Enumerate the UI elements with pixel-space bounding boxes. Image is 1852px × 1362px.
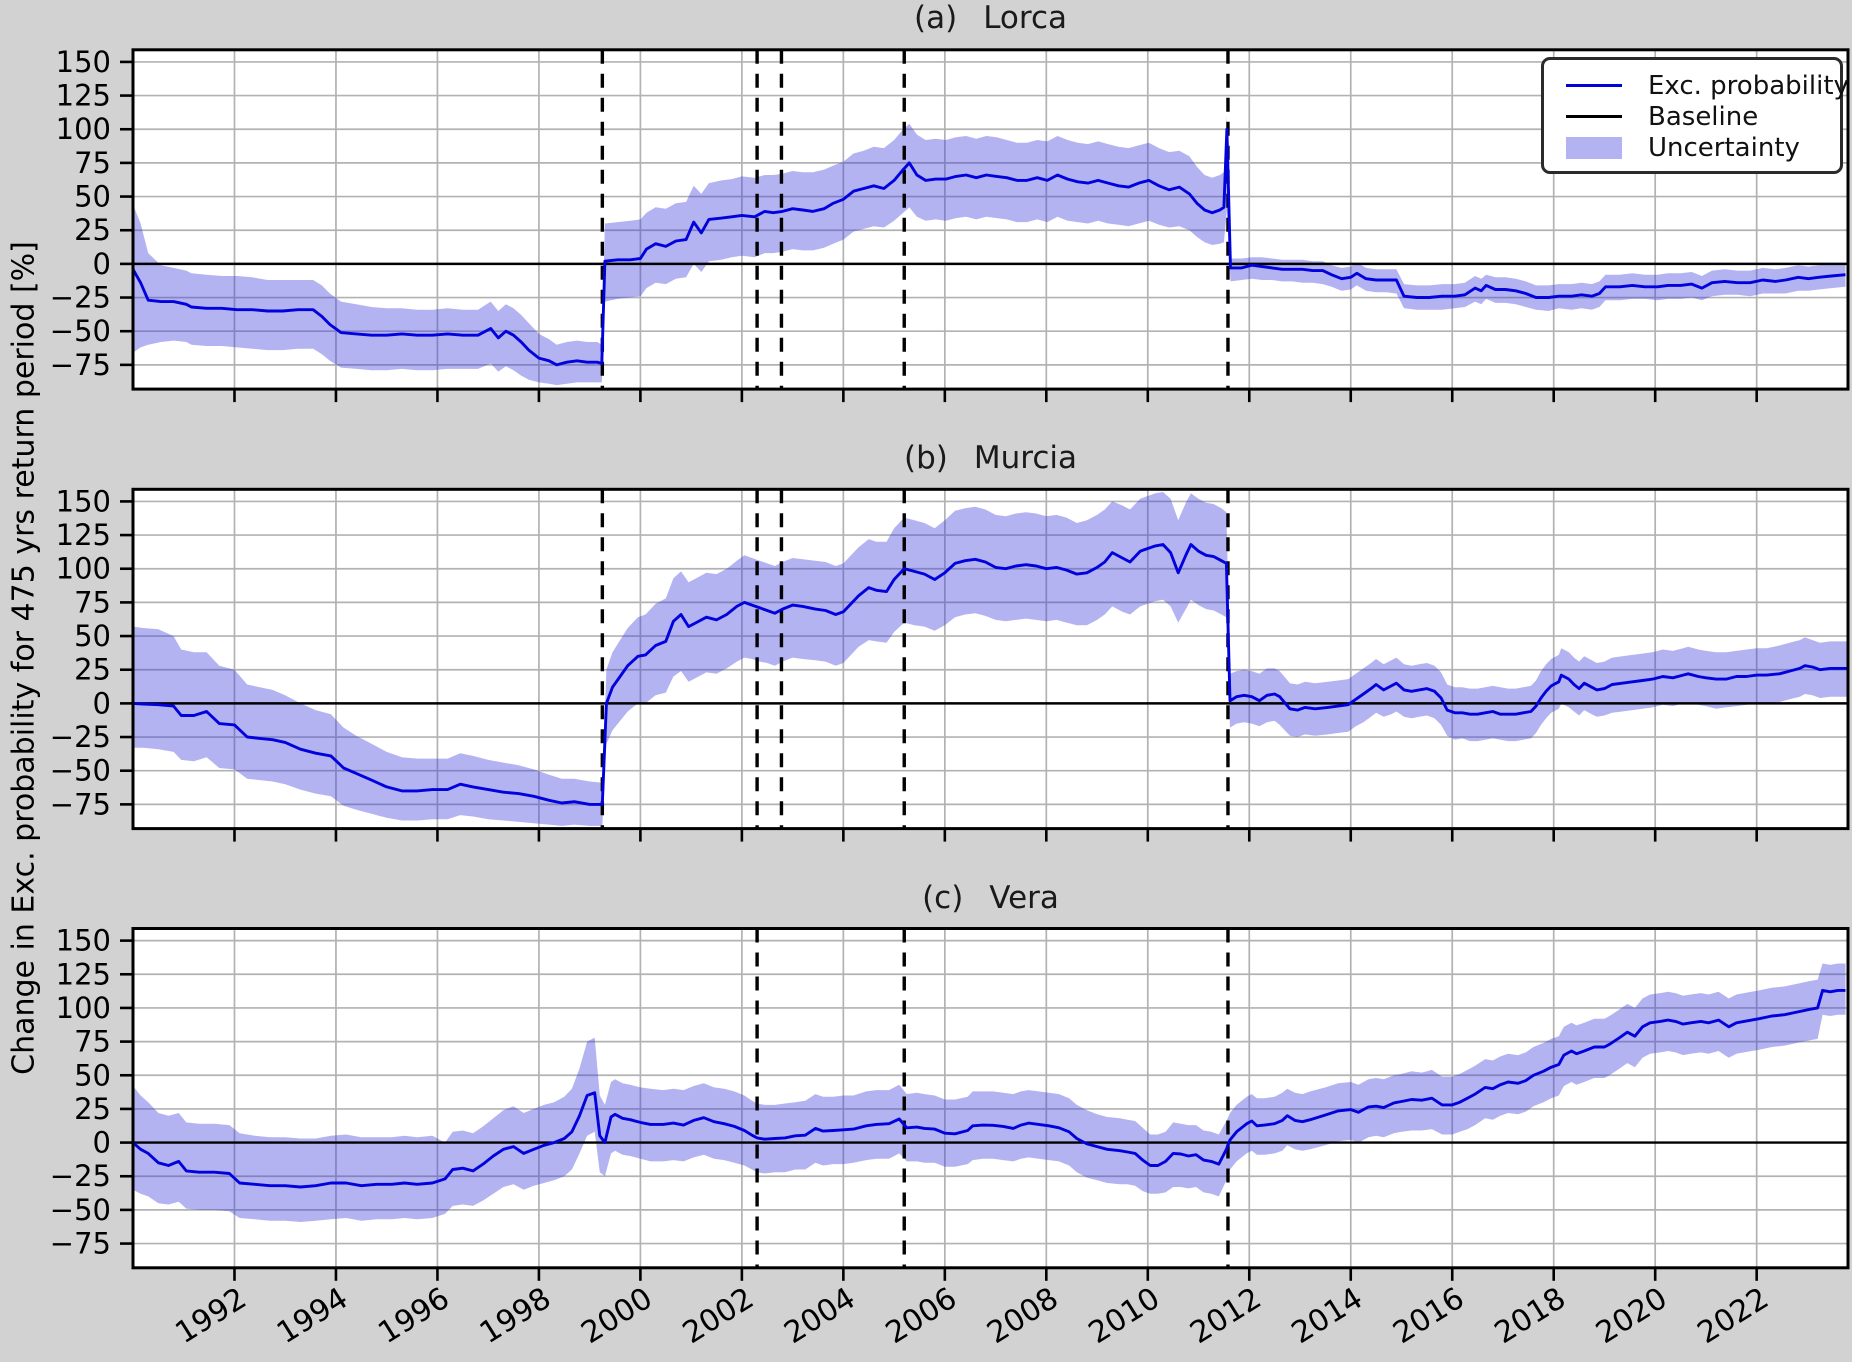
y-tick-label: −50 — [50, 314, 111, 348]
plot-area-vera — [133, 928, 1848, 1268]
y-tick-label: 25 — [74, 1092, 111, 1126]
y-tick-label: −25 — [50, 720, 111, 754]
uncertainty-band — [133, 492, 1848, 826]
panel-title-lorca: (a) Lorca — [133, 0, 1848, 36]
y-tick-label: 0 — [93, 1126, 111, 1160]
panel-site-a: Lorca — [983, 0, 1067, 36]
y-tick-label: 125 — [56, 518, 111, 552]
x-tick-label: 2004 — [778, 1281, 861, 1351]
panel-label-a: (a) — [914, 0, 958, 36]
panel-title-murcia: (b) Murcia — [133, 440, 1848, 476]
y-tick-label: −75 — [50, 787, 111, 821]
blue-line-icon — [1566, 84, 1622, 87]
y-tick-label: −75 — [50, 1227, 111, 1261]
y-tick-label: 25 — [74, 213, 111, 247]
black-line-icon — [1566, 115, 1622, 118]
x-tick-label: 1994 — [271, 1281, 354, 1351]
y-tick-label: 0 — [93, 686, 111, 720]
uncertainty-band — [133, 963, 1846, 1222]
x-tick-label: 2016 — [1387, 1281, 1470, 1351]
x-tick-label: 1996 — [372, 1281, 455, 1351]
x-tick-label: 2014 — [1286, 1281, 1369, 1351]
x-tick-label: 2000 — [575, 1281, 658, 1351]
y-tick-label: 50 — [74, 180, 111, 214]
y-tick-label: 25 — [74, 653, 111, 687]
y-tick-label: 75 — [74, 585, 111, 619]
y-tick-label: 50 — [74, 1058, 111, 1092]
y-tick-label: −50 — [50, 1193, 111, 1227]
y-tick-label: 125 — [56, 957, 111, 991]
y-tick-label: −25 — [50, 1159, 111, 1193]
y-tick-label: 150 — [56, 45, 111, 79]
legend-item-uncertainty: Uncertainty — [1544, 132, 1840, 163]
exc-probability-line — [133, 988, 1846, 1189]
y-tick-label: 150 — [56, 484, 111, 518]
uncertainty-patch-icon — [1566, 136, 1622, 159]
y-tick-label: 50 — [74, 619, 111, 653]
legend-label: Exc. probability change — [1648, 70, 1852, 101]
x-tick-label: 2006 — [880, 1281, 963, 1351]
y-tick-label: 100 — [56, 552, 111, 586]
x-tick-label: 2012 — [1184, 1281, 1267, 1351]
x-tick-label: 1998 — [474, 1281, 557, 1351]
x-tick-label: 2020 — [1590, 1281, 1673, 1351]
legend: Exc. probability change Baseline Uncerta… — [1541, 57, 1852, 174]
legend-item-exc-probability: Exc. probability change — [1544, 70, 1852, 101]
x-tick-label: 2002 — [677, 1281, 760, 1351]
legend-label: Baseline — [1648, 101, 1759, 132]
legend-item-baseline: Baseline — [1544, 101, 1840, 132]
x-tick-label: 2010 — [1083, 1281, 1166, 1351]
exc-probability-line — [133, 127, 1846, 367]
uncertainty-band — [133, 115, 1846, 386]
panel-label-b: (b) — [904, 440, 948, 476]
axis-frame — [131, 927, 1850, 1270]
legend-label: Uncertainty — [1648, 132, 1800, 163]
axis-frame — [131, 48, 1850, 391]
y-tick-label: 0 — [93, 247, 111, 281]
y-tick-label: 100 — [56, 112, 111, 146]
x-tick-label: 2018 — [1489, 1281, 1572, 1351]
y-tick-label: −25 — [50, 281, 111, 315]
x-tick-label: 2008 — [981, 1281, 1064, 1351]
panel-label-c: (c) — [922, 880, 964, 916]
y-tick-label: −75 — [50, 348, 111, 382]
axis-frame — [131, 487, 1850, 831]
exc-probability-line — [133, 543, 1848, 806]
panel-site-b: Murcia — [973, 440, 1077, 476]
x-tick-label: 1992 — [169, 1281, 252, 1351]
plot-area-murcia — [133, 489, 1848, 829]
y-tick-label: 150 — [56, 924, 111, 958]
y-tick-label: −50 — [50, 754, 111, 788]
y-tick-label: 75 — [74, 1025, 111, 1059]
x-tick-label: 2022 — [1692, 1281, 1775, 1351]
y-tick-label: 75 — [74, 146, 111, 180]
panel-site-c: Vera — [989, 880, 1059, 916]
panel-title-vera: (c) Vera — [133, 880, 1848, 916]
y-tick-label: 100 — [56, 991, 111, 1025]
y-tick-label: 125 — [56, 79, 111, 113]
